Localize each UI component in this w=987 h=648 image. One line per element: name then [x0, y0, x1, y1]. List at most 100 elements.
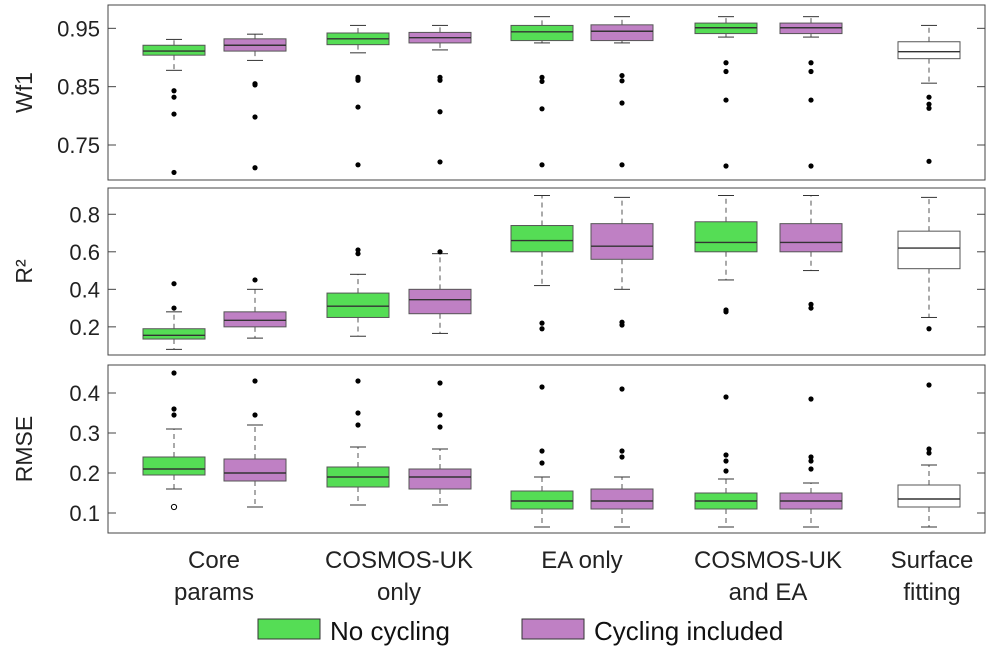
- outlier-point: [539, 106, 545, 112]
- category-label-ea-only: EA only: [541, 547, 622, 574]
- outlier-point: [171, 88, 177, 94]
- outlier-point: [355, 104, 361, 110]
- outlier-point: [437, 380, 443, 386]
- outlier-point: [808, 68, 814, 75]
- outlier-point: [808, 458, 814, 464]
- category-label-surface-fitting: Surface: [891, 547, 974, 574]
- category-label-core-params: Core: [188, 547, 240, 574]
- outlier-point: [171, 169, 177, 176]
- box-iqr: [897, 484, 961, 508]
- y-tick-label: 0.2: [69, 315, 100, 340]
- y-tick-label: 0.3: [69, 421, 100, 446]
- outlier-point: [171, 111, 177, 117]
- outlier-point: [808, 163, 814, 169]
- outlier-point: [619, 448, 625, 454]
- category-label-cosmos-uk-only: COSMOS-UK: [325, 547, 473, 574]
- outlier-point: [171, 406, 177, 412]
- y-axis-label: Wf1: [11, 72, 37, 113]
- panel-frame: [107, 187, 986, 356]
- panel-frame: [107, 4, 986, 181]
- outlier-point: [539, 460, 545, 466]
- outlier-point: [808, 97, 814, 103]
- panel-rmse: 0.1 0.2 0.3 0.4 RMSE: [11, 364, 986, 534]
- category-label-cosmos-uk-and-ea: COSMOS-UK: [694, 547, 842, 574]
- category-label-core-params: params: [174, 579, 254, 606]
- box-iqr: [223, 458, 287, 482]
- y-tick-label: 0.2: [69, 461, 100, 486]
- box-iqr: [510, 24, 574, 42]
- box-ea-only-series-0: [510, 384, 574, 528]
- outlier-point: [619, 322, 625, 328]
- outlier-point: [808, 466, 814, 472]
- outlier-point: [926, 105, 932, 111]
- box-iqr: [510, 490, 574, 510]
- outlier-point: [252, 82, 258, 88]
- chart-panels: 0.750.850.95Wf10.20.40.60.8R²0.10.20.30.…: [11, 4, 986, 534]
- outlier-point: [619, 454, 625, 460]
- y-tick-label: 0.8: [69, 202, 100, 227]
- outlier-point: [926, 94, 932, 100]
- outlier-point: [926, 382, 932, 388]
- box-iqr: [223, 311, 287, 328]
- box-ea-only-series-1: [590, 196, 654, 328]
- outlier-point: [355, 77, 361, 83]
- outlier-point: [723, 68, 729, 75]
- box-cosmos-uk-only-series-0: [326, 378, 390, 506]
- box-iqr: [142, 44, 206, 56]
- box-iqr: [142, 328, 206, 340]
- outlier-point: [252, 412, 258, 418]
- outlier-point: [252, 165, 258, 171]
- box-iqr: [694, 221, 758, 253]
- box-ea-only-series-0: [510, 195, 574, 332]
- box-ea-only-series-1: [590, 16, 654, 168]
- y-tick-label: 0.6: [69, 240, 100, 265]
- outlier-point: [437, 109, 443, 115]
- outlier-point: [437, 77, 443, 83]
- outlier-point: [723, 97, 729, 103]
- box-ea-only-series-0: [510, 16, 574, 168]
- box-surface-fitting-series-2: [897, 24, 961, 164]
- box-cosmos-uk-and-ea-series-1: [779, 16, 843, 169]
- box-surface-fitting-series-2: [897, 382, 961, 528]
- box-cosmos-uk-only-series-0: [326, 24, 390, 168]
- box-iqr: [326, 292, 390, 318]
- box-iqr: [897, 230, 961, 270]
- outlier-point: [808, 396, 814, 402]
- category-label-surface-fitting: fitting: [903, 579, 960, 606]
- outlier-point: [355, 247, 361, 253]
- box-core-params-series-0: [142, 370, 206, 511]
- box-iqr: [779, 223, 843, 253]
- outlier-point: [808, 60, 814, 66]
- outlier-point: [437, 412, 443, 418]
- outlier-point: [355, 422, 361, 428]
- box-cosmos-uk-and-ea-series-0: [694, 195, 758, 315]
- outlier-point: [437, 424, 443, 430]
- outlier-point: [355, 251, 361, 257]
- outlier-point: [926, 326, 932, 332]
- outlier-point: [808, 301, 814, 307]
- box-iqr: [897, 41, 961, 60]
- outlier-point: [171, 305, 177, 311]
- outlier-point: [619, 72, 625, 79]
- panel-wf1: 0.75 0.85 0.95 Wf1: [11, 4, 986, 181]
- outlier-point: [355, 410, 361, 416]
- box-ea-only-series-1: [590, 386, 654, 528]
- outlier-point: [437, 159, 443, 165]
- outlier-point: [723, 458, 729, 464]
- box-iqr: [142, 456, 206, 476]
- box-core-params-series-1: [223, 277, 287, 339]
- outlier-point: [437, 249, 443, 255]
- outlier-point: [619, 162, 625, 168]
- y-tick-label: 0.95: [57, 16, 100, 41]
- legend-label-no-cycling: No cycling: [330, 616, 450, 646]
- outlier-point: [539, 78, 545, 85]
- box-iqr: [408, 288, 472, 315]
- box-core-params-series-1: [223, 33, 287, 171]
- outlier-point: [171, 370, 177, 376]
- outlier-point: [926, 158, 932, 164]
- box-iqr: [510, 225, 574, 253]
- legend-swatch-no-cycling: [257, 618, 321, 640]
- outlier-point: [723, 452, 729, 458]
- category-label-cosmos-uk-and-ea: and EA: [729, 579, 808, 606]
- outlier-point: [171, 94, 177, 100]
